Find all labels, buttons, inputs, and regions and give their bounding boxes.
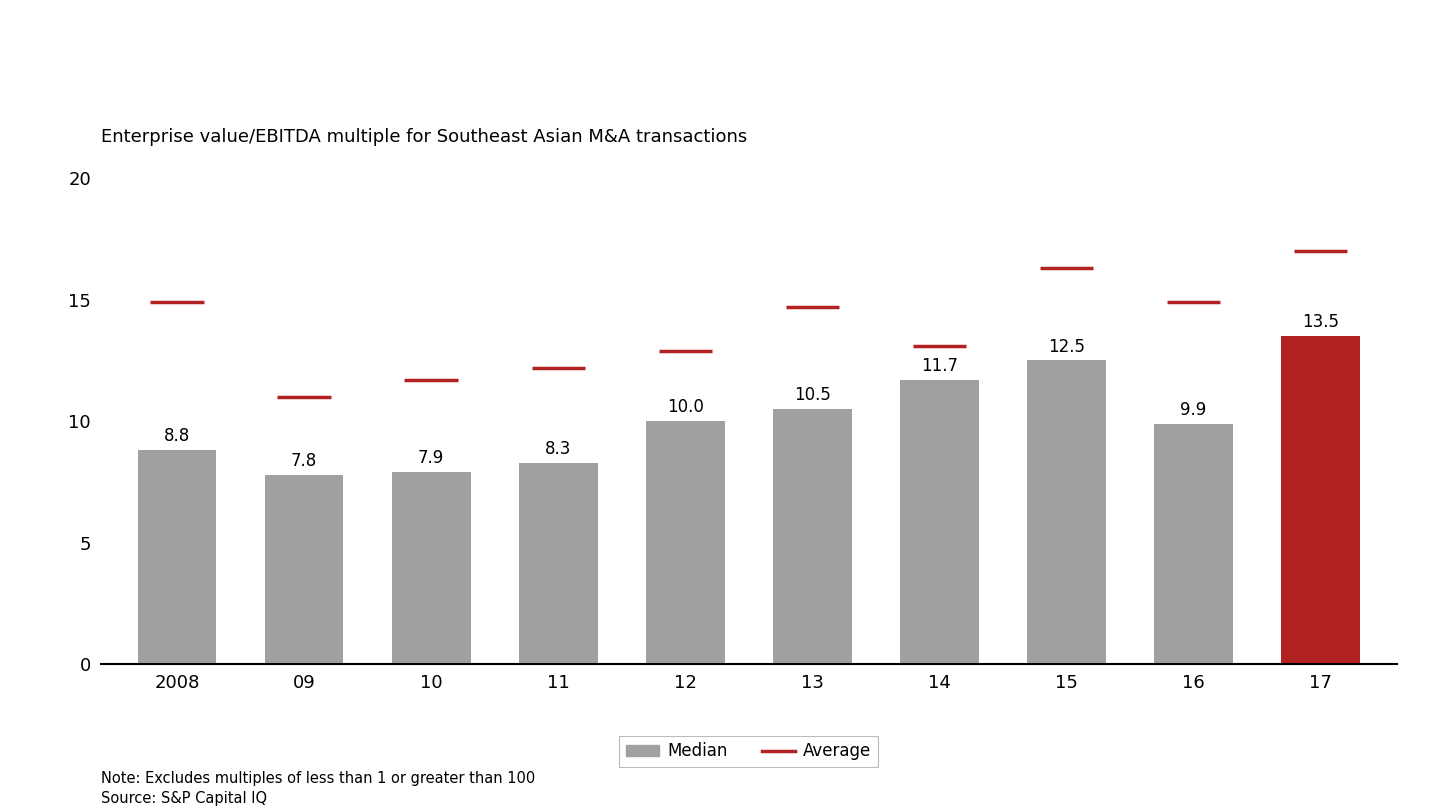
Legend: Median, Average: Median, Average [619,735,878,767]
Bar [392,472,471,664]
Text: 9.9: 9.9 [1181,401,1207,419]
Text: 11.7: 11.7 [922,357,958,375]
Text: 10.5: 10.5 [793,386,831,404]
Bar [518,463,598,664]
Text: 13.5: 13.5 [1302,313,1339,331]
Text: 8.3: 8.3 [544,440,572,458]
Bar [773,409,851,664]
Bar [265,475,344,664]
Text: Enterprise value/EBITDA multiple for Southeast Asian M&A transactions: Enterprise value/EBITDA multiple for Sou… [101,128,747,146]
Bar [900,380,979,664]
Text: 7.9: 7.9 [418,450,445,467]
Bar [1027,360,1106,664]
Text: 10.0: 10.0 [667,399,704,416]
Text: 12.5: 12.5 [1048,338,1084,356]
Text: 7.8: 7.8 [291,452,317,470]
Bar [138,450,216,664]
Text: Source: S&P Capital IQ: Source: S&P Capital IQ [101,791,266,806]
Text: 8.8: 8.8 [164,428,190,446]
Text: Note: Excludes multiples of less than 1 or greater than 100: Note: Excludes multiples of less than 1 … [101,770,536,786]
Bar [647,421,724,664]
Bar [1153,424,1233,664]
Bar [1282,336,1359,664]
